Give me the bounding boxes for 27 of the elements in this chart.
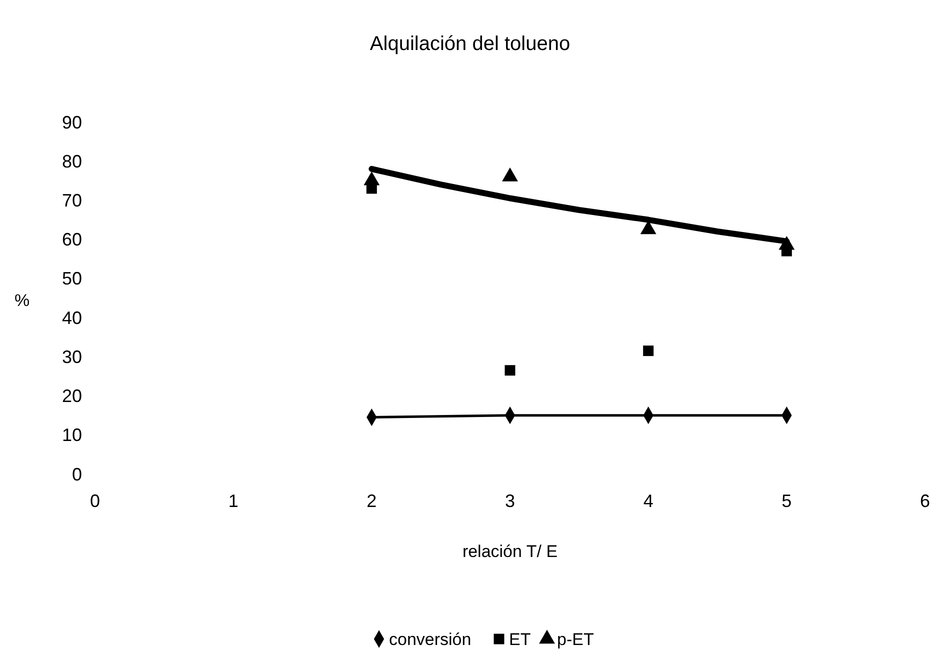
y-tick-label: 0 (72, 464, 82, 484)
y-tick-label: 70 (62, 190, 82, 211)
x-axis-title: relación T/ E (462, 542, 558, 561)
chart-title: Alquilación del tolueno (370, 33, 570, 55)
y-tick-label: 90 (62, 112, 82, 132)
point (504, 365, 516, 376)
legend-label: conversión (389, 630, 472, 649)
legend-label: p-ET (557, 630, 594, 649)
x-tick-label: 4 (643, 491, 654, 511)
y-tick-label: 80 (62, 151, 82, 172)
point (643, 346, 654, 356)
x-tick-label: 2 (366, 491, 377, 511)
y-tick-label: 40 (62, 308, 82, 328)
legend-label: ET (509, 630, 531, 649)
x-tick-label: 3 (504, 491, 516, 511)
point (502, 168, 518, 182)
y-tick-label: 20 (62, 386, 82, 406)
y-tick-label: 50 (62, 268, 82, 289)
y-tick-label: 60 (62, 230, 82, 250)
y-tick-label: 30 (62, 346, 82, 367)
x-tick-label: 0 (90, 491, 100, 511)
x-tick-label: 1 (228, 491, 238, 511)
x-tick-label: 6 (920, 491, 930, 511)
x-tick-label: 5 (782, 491, 792, 511)
y-tick-label: 10 (62, 425, 82, 446)
y-axis-title: % (14, 291, 30, 310)
point (364, 171, 380, 186)
